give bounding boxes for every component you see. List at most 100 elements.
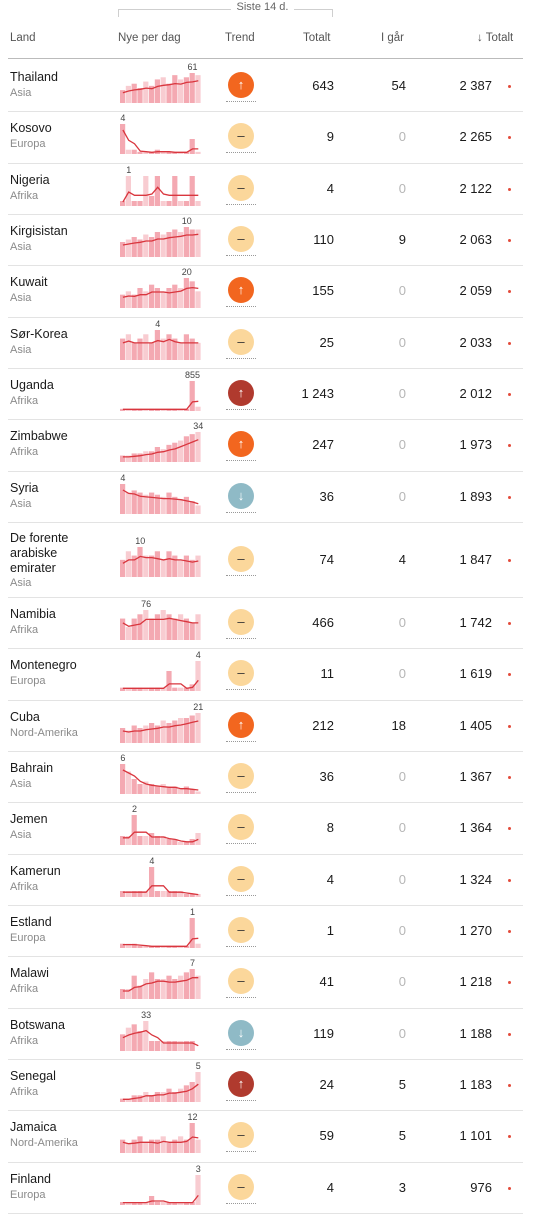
cumulative-total: 1 324	[459, 871, 492, 887]
table-row[interactable]: Estland Europa 1 – 1 0 1 270	[8, 905, 523, 957]
daily-bar	[120, 241, 126, 257]
table-row[interactable]: Jamaica Nord-Amerika 12 – 59 5 1 101	[8, 1110, 523, 1163]
row-marker-dot	[508, 238, 511, 242]
daily-bar	[125, 771, 131, 794]
table-row[interactable]: De forente arabiske emirater Asia 10 – 74 4 1 …	[8, 522, 523, 598]
table-row[interactable]: Botswana Afrika 33 ↓ 119 0 1 188	[8, 1008, 523, 1060]
daily-bar	[178, 890, 184, 897]
daily-bar	[178, 559, 184, 577]
dash-icon[interactable]: –	[228, 865, 254, 892]
peak-label: 3	[196, 1164, 201, 1174]
dash-icon[interactable]: –	[228, 968, 254, 994]
arrow-up-icon[interactable]: ↑	[228, 379, 254, 406]
daily-bar	[189, 175, 195, 206]
daily-bar	[189, 622, 195, 640]
daily-bar	[160, 890, 166, 897]
daily-bar	[172, 720, 178, 743]
table-row[interactable]: Kuwait Asia 20 ↑ 155 0 2 059	[8, 265, 523, 318]
cumulative-total: 1 364	[459, 820, 492, 835]
dash-icon[interactable]: –	[228, 1173, 254, 1200]
trend-underline	[226, 357, 256, 359]
daily-bar	[120, 559, 126, 577]
daily-bar	[154, 890, 160, 897]
daily-bar	[172, 442, 178, 462]
daily-bar	[154, 1139, 160, 1153]
dash-icon[interactable]: –	[228, 328, 254, 355]
table-row[interactable]: Thailand Asia 61 ↑ 643 54 2 387	[8, 60, 523, 112]
table-row[interactable]: Cuba Nord-Amerika 21 ↑ 212 18 1 405	[8, 700, 523, 752]
arrow-up-icon[interactable]: ↑	[228, 711, 254, 738]
cumulative-total: 1 742	[459, 614, 492, 630]
dash-icon[interactable]: –	[228, 762, 254, 789]
dash-icon[interactable]: –	[228, 174, 254, 201]
arrow-up-icon[interactable]: ↑	[228, 71, 254, 98]
daily-bar	[149, 492, 155, 514]
daily-bar	[178, 1201, 184, 1205]
daily-bar	[178, 613, 184, 640]
column-cumulative[interactable]: ↓ Totalt	[477, 32, 514, 44]
dash-icon[interactable]: –	[228, 660, 254, 686]
yesterday-count: 9	[398, 231, 406, 247]
arrow-down-icon[interactable]: ↓	[228, 482, 254, 509]
daily-bar	[154, 979, 160, 999]
daily-bar	[160, 687, 166, 691]
arrow-up-icon[interactable]: ↑	[228, 1070, 254, 1097]
daily-bar	[183, 1139, 189, 1153]
daily-bar	[183, 1040, 189, 1051]
region-name: Europa	[10, 1188, 46, 1201]
dash-icon[interactable]: –	[228, 814, 254, 840]
daily-bar	[120, 455, 126, 462]
table-row[interactable]: Namibia Afrika 76 – 466 0 1 742	[8, 597, 523, 649]
daily-bar	[189, 969, 195, 999]
table-row[interactable]: Senegal Afrika 5 ↑ 24 5 1 183	[8, 1059, 523, 1111]
daily-sparkline: 12	[120, 1112, 201, 1153]
table-row[interactable]: Malawi Afrika 7 – 41 0 1 218	[8, 956, 523, 1009]
dash-icon[interactable]: –	[228, 608, 254, 635]
row-marker-dot	[508, 775, 511, 779]
daily-bar	[195, 613, 201, 640]
table-row[interactable]: Syria Asia 4 ↓ 36 0 1 893	[8, 471, 523, 523]
trend-underline	[226, 511, 256, 513]
table-row[interactable]: Bahrain Asia 6 – 36 0 1 367	[8, 751, 523, 803]
trend-line	[122, 233, 199, 246]
arrow-up-icon[interactable]: ↑	[228, 277, 254, 303]
row-marker-dot	[508, 621, 511, 625]
country-name: Kuwait	[10, 275, 48, 289]
arrow-down-icon[interactable]: ↓	[228, 1019, 254, 1046]
table-row[interactable]: Kamerun Afrika 4 – 4 0 1 324	[8, 854, 523, 906]
table-row[interactable]: Uganda Afrika 855 ↑ 1 243 0 2 012	[8, 368, 523, 420]
table-row[interactable]: Finland Europa 3 – 4 3 976	[8, 1162, 523, 1214]
daily-bar	[166, 1040, 172, 1051]
column-trend[interactable]: Trend	[225, 32, 255, 44]
table-row[interactable]: Kirgisistan Asia 10 – 110 9 2 063	[8, 214, 523, 266]
table-row[interactable]: Kosovo Europa 4 – 9 0 2 265	[8, 111, 523, 164]
dash-icon[interactable]: –	[228, 545, 254, 572]
daily-bar	[178, 200, 184, 206]
table-row[interactable]: Sør-Korea Asia 4 – 25 0 2 033	[8, 317, 523, 369]
daily-bar	[195, 555, 201, 577]
table-row[interactable]: Jemen Asia 2 – 8 0 1 364	[8, 802, 523, 855]
column-country[interactable]: Land	[10, 32, 36, 44]
peak-label: 855	[185, 370, 200, 380]
daily-bar	[149, 555, 155, 577]
trend-underline	[226, 689, 256, 690]
dash-icon[interactable]: –	[228, 1122, 254, 1148]
column-yesterday[interactable]: I går	[381, 32, 405, 44]
table-row[interactable]: Zimbabwe Afrika 34 ↑ 247 0 1 973	[8, 419, 523, 472]
daily-bar	[195, 893, 201, 897]
daily-bar	[178, 78, 184, 103]
arrow-up-icon[interactable]: ↑	[228, 431, 254, 457]
daily-bar	[143, 781, 149, 794]
dash-icon[interactable]: –	[228, 916, 254, 943]
yesterday-count: 5	[398, 1076, 406, 1092]
column-total[interactable]: Totalt	[303, 32, 331, 44]
table-row[interactable]: Nigeria Afrika 1 – 4 0 2 122	[8, 163, 523, 215]
daily-bar	[131, 1139, 137, 1153]
table-row[interactable]: Montenegro Europa 4 – 11 0 1 619	[8, 648, 523, 701]
daily-bar	[160, 1040, 166, 1051]
daily-bar	[125, 291, 131, 308]
trend-underline	[226, 740, 256, 742]
dash-icon[interactable]: –	[228, 225, 254, 252]
dash-icon[interactable]: –	[228, 123, 254, 149]
column-new-per-day[interactable]: Nye per dag	[118, 32, 181, 44]
